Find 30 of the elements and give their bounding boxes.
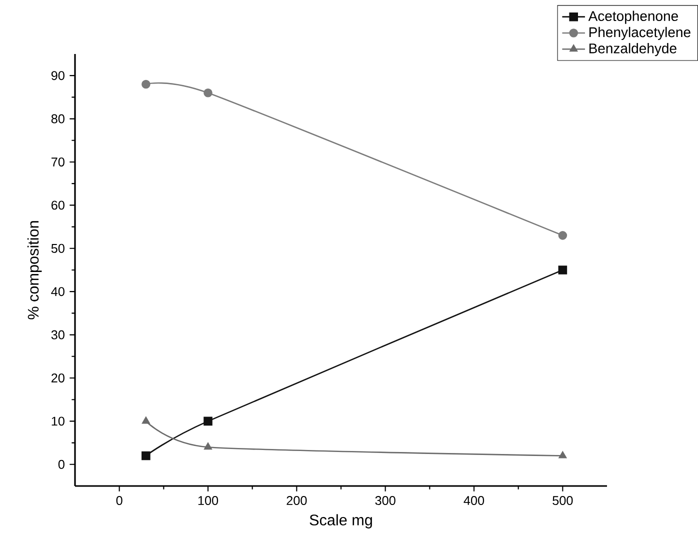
x-tick-label: 300 (375, 496, 396, 506)
y-tick-label: 10 (52, 416, 64, 426)
point (558, 231, 568, 240)
point (204, 88, 212, 98)
y-tick-label: 50 (51, 244, 64, 253)
y-tick-label: 0 (58, 460, 64, 469)
x-axis-title: Scale mg (310, 514, 372, 528)
point (204, 416, 212, 426)
legend-label: Phenylacetylene (589, 26, 690, 40)
x-tick-label: 400 (464, 496, 484, 506)
y-tick-label: 40 (51, 287, 64, 296)
point (142, 416, 150, 424)
y-tick-label: 70 (52, 158, 64, 166)
x-tick-label: 200 (286, 496, 307, 506)
y-axis-title: % composition (27, 221, 42, 320)
y-tick-label: 80 (51, 114, 64, 124)
y-tick-label: 20 (51, 374, 64, 382)
y-tick-label: 60 (52, 200, 64, 210)
point (558, 451, 567, 458)
y-tick-label: 90 (51, 71, 64, 80)
legend-label: Acetophenone (588, 10, 678, 24)
point (142, 451, 150, 460)
x-tick-label: 0 (116, 496, 122, 506)
point (558, 266, 568, 274)
y-tick-label: 30 (51, 330, 64, 340)
point (142, 80, 150, 89)
x-tick-label: 500 (552, 496, 573, 506)
legend-label: Benzaldehyde (589, 43, 676, 56)
point (204, 442, 212, 450)
x-tick-label: 100 (198, 496, 218, 506)
